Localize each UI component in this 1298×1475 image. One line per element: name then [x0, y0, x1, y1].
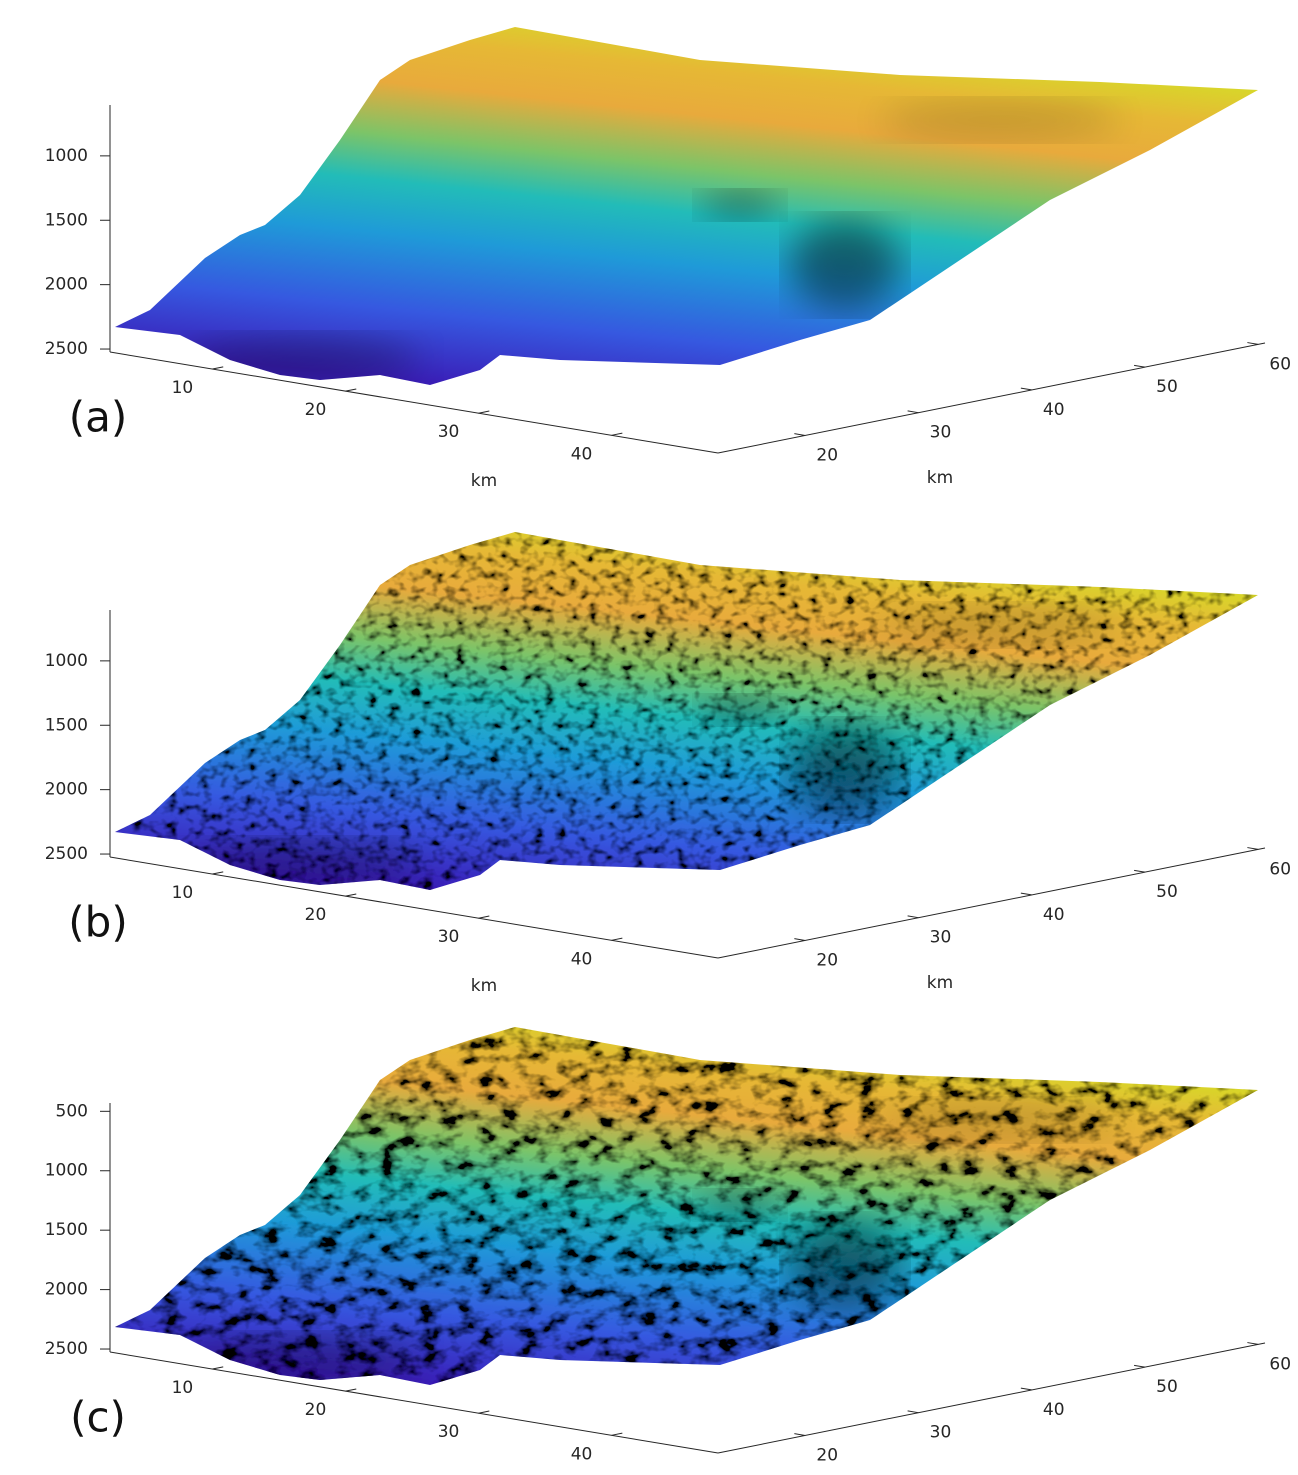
y-tick	[908, 411, 919, 413]
y-tick	[1247, 1343, 1258, 1345]
y-tick-label: 40	[1043, 1400, 1065, 1420]
y-tick	[908, 1411, 919, 1413]
y-tick-label: 40	[1043, 400, 1065, 420]
y-axis-title: km	[927, 468, 953, 488]
x-tick-label: 30	[438, 422, 460, 442]
z-tick-label: 2500	[45, 1339, 88, 1359]
z-tick-label: 2000	[45, 275, 88, 295]
y-tick-label: 30	[930, 928, 952, 948]
y-tick-label: 20	[816, 445, 838, 465]
x-tick-label: 20	[305, 1400, 327, 1420]
y-axis	[718, 848, 1265, 958]
y-tick-label: 60	[1269, 354, 1291, 374]
surface-c	[115, 1027, 1258, 1385]
z-tick-label: 500	[56, 1101, 88, 1121]
x-tick	[479, 1411, 490, 1413]
x-tick	[612, 938, 623, 940]
z-tick-label: 1000	[45, 651, 88, 671]
x-tick	[345, 894, 356, 896]
y-axis-title: km	[927, 973, 953, 993]
surface-b	[115, 532, 1258, 890]
x-tick	[212, 872, 223, 874]
y-tick	[1134, 870, 1145, 872]
y-tick	[794, 1434, 805, 1436]
z-tick-label: 1000	[45, 1161, 88, 1181]
y-tick	[794, 939, 805, 941]
z-tick-label: 1500	[45, 715, 88, 735]
z-tick-label: 2000	[45, 780, 88, 800]
y-tick	[1021, 1388, 1032, 1390]
z-tick-label: 1000	[45, 146, 88, 166]
z-tick-label: 2500	[45, 844, 88, 864]
y-tick	[1021, 893, 1032, 895]
x-tick	[345, 1389, 356, 1391]
x-tick-label: 10	[172, 1378, 194, 1398]
z-tick-label: 2000	[45, 1280, 88, 1300]
z-tick-label: 1500	[45, 210, 88, 230]
y-tick	[908, 916, 919, 918]
y-tick-label: 20	[816, 1445, 838, 1465]
x-axis-title: km	[471, 976, 497, 996]
figure: 1000 1500 2000 2500 10 20 30 40 20 30 40 50 60 km km (a…	[0, 0, 1298, 1475]
x-tick-label: 20	[305, 905, 327, 925]
y-tick-label: 60	[1269, 859, 1291, 879]
y-axis	[718, 1343, 1265, 1453]
y-tick	[794, 434, 805, 436]
y-tick-label: 30	[930, 423, 952, 443]
panel-label: (b)	[68, 898, 127, 947]
x-tick	[479, 411, 490, 413]
x-tick	[612, 433, 623, 435]
z-tick-label: 1500	[45, 1220, 88, 1240]
x-tick-label: 40	[571, 444, 593, 464]
x-tick	[212, 1367, 223, 1369]
y-tick	[1134, 365, 1145, 367]
x-axis-title: km	[471, 471, 497, 491]
y-tick-label: 50	[1156, 377, 1178, 397]
page: {"chart_data": [ {"type": "surface", "pa…	[0, 0, 1298, 1475]
y-tick	[1247, 343, 1258, 345]
y-tick-label: 40	[1043, 905, 1065, 925]
x-tick-label: 30	[438, 1422, 460, 1442]
y-tick	[1134, 1365, 1145, 1367]
y-tick	[1247, 848, 1258, 850]
x-tick	[212, 367, 223, 369]
x-tick	[345, 389, 356, 391]
x-tick-label: 40	[571, 1444, 593, 1464]
y-tick-label: 60	[1269, 1354, 1291, 1374]
x-tick-label: 20	[305, 400, 327, 420]
panel-label: (a)	[69, 393, 128, 442]
z-tick-label: 2500	[45, 339, 88, 359]
x-tick	[612, 1433, 623, 1435]
panel-label: (c)	[70, 1393, 126, 1442]
surface-a	[115, 27, 1258, 385]
x-tick-label: 10	[172, 378, 194, 398]
y-tick	[1021, 388, 1032, 390]
y-tick-label: 50	[1156, 1377, 1178, 1397]
y-tick-label: 50	[1156, 882, 1178, 902]
y-tick-label: 20	[816, 950, 838, 970]
x-tick-label: 10	[172, 883, 194, 903]
x-tick	[479, 916, 490, 918]
x-tick-label: 30	[438, 927, 460, 947]
y-axis	[718, 343, 1265, 453]
y-tick-label: 30	[930, 1423, 952, 1443]
x-tick-label: 40	[571, 949, 593, 969]
